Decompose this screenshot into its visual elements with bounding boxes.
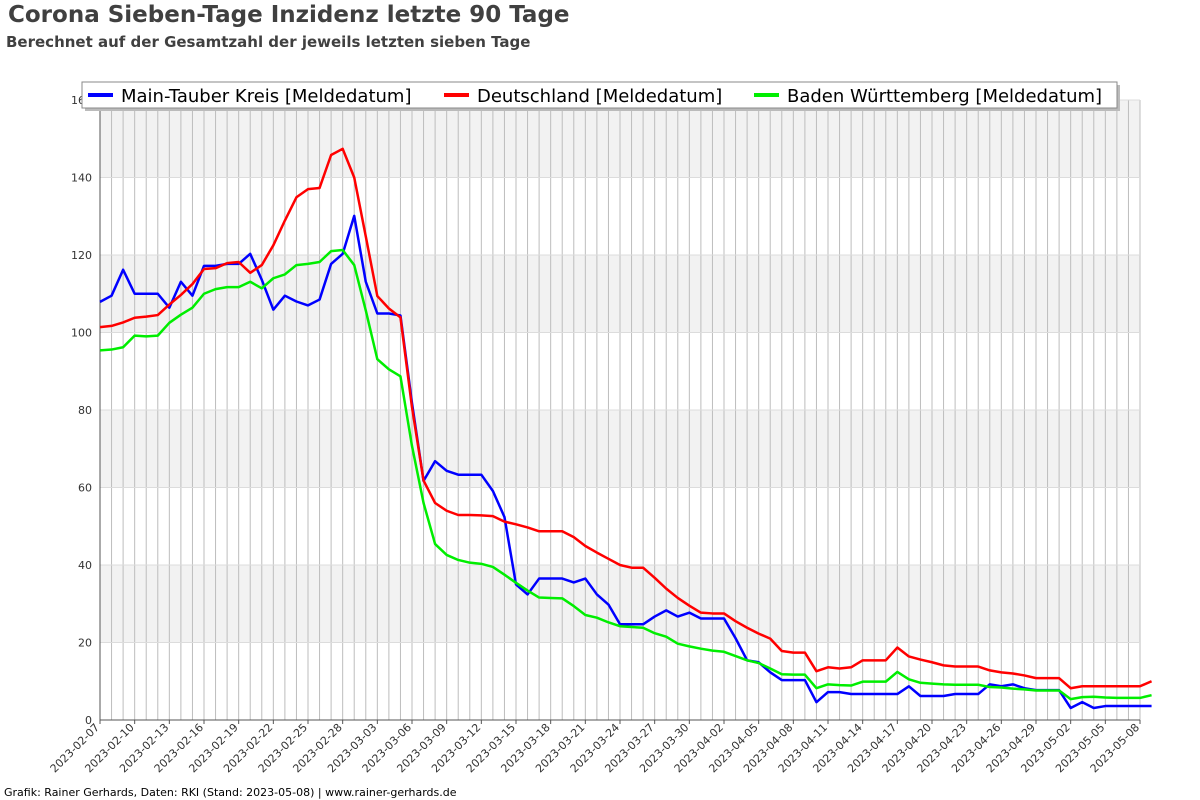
series-lines [99,147,1153,710]
legend-label: Baden Württemberg [Meldedatum] [787,86,1102,107]
y-tick-label: 80 [78,404,92,417]
y-tick-labels: 020406080100120140160 [71,94,92,727]
y-tick-label: 60 [78,482,92,495]
chart-subtitle: Berechnet auf der Gesamtzahl der jeweils… [6,33,531,51]
legend-box [81,81,1118,109]
y-tick-label: 40 [78,559,92,572]
chart-credit: Grafik: Rainer Gerhards, Daten: RKI (Sta… [4,786,457,799]
y-tick-label: 100 [71,327,92,340]
y-tick-label: 0 [85,714,92,727]
legend-label: Main-Tauber Kreis [Meldedatum] [121,86,411,107]
y-tick-label: 140 [71,172,92,185]
series-line [99,214,1152,710]
x-tick-labels: 2023-02-072023-02-102023-02-132023-02-16… [48,720,1142,775]
chart-title: Corona Sieben-Tage Inzidenz letzte 90 Ta… [8,2,570,28]
y-tick-label: 20 [78,637,92,650]
series-line [99,147,1153,690]
y-tick-label: 120 [71,249,92,262]
legend: Main-Tauber Kreis [Meldedatum] Deutschlan… [81,81,1120,111]
series-line [99,248,1152,701]
legend-label: Deutschland [Meldedatum] [477,86,722,107]
